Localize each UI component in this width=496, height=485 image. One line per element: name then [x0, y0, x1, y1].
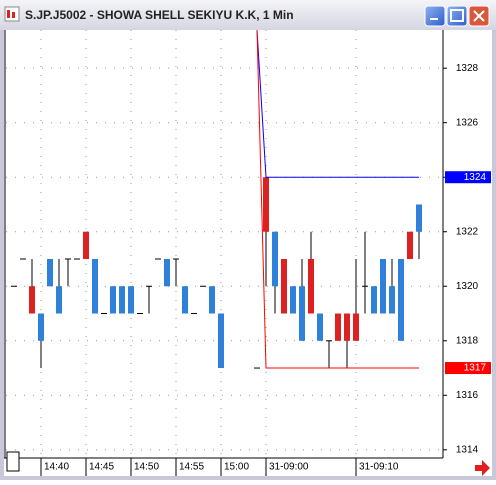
x-tick-label: 14:45: [89, 462, 114, 473]
maximize-button[interactable]: [446, 5, 468, 27]
y-tick-label: 1314: [456, 444, 479, 455]
x-tick-label: 31-09:10: [359, 462, 399, 473]
candle-body: [263, 177, 269, 232]
candle-body: [317, 313, 323, 341]
candle-body: [119, 286, 125, 314]
chart-title: S.JP.J5002 - SHOWA SHELL SEKIYU K.K, 1 M…: [25, 8, 294, 22]
level-label: 1324: [464, 172, 487, 183]
title-bar: [0, 0, 496, 30]
level-marker: [445, 171, 491, 184]
candle-body: [380, 258, 386, 314]
level-label: 1317: [464, 363, 487, 374]
candle-body: [110, 286, 116, 314]
y-tick-label: 1318: [456, 335, 479, 346]
level-line: [256, 29, 419, 369]
candle-body: [299, 286, 305, 341]
candle-body: [389, 286, 395, 314]
scroll-arrow[interactable]: [475, 460, 490, 476]
candle-body: [308, 258, 314, 314]
candle-body: [92, 258, 98, 314]
candle-body: [290, 286, 296, 314]
window-icon: [4, 6, 20, 22]
candle-body: [209, 286, 215, 314]
y-tick-label: 1316: [456, 390, 479, 401]
level-line: [256, 29, 419, 178]
candle-body: [128, 286, 134, 314]
x-tick-label: 15:00: [224, 462, 249, 473]
candle-body: [416, 204, 422, 232]
candle-body: [182, 286, 188, 314]
x-tick-label: 31-09:00: [269, 462, 309, 473]
candle-body: [398, 258, 404, 341]
candle-body: [335, 313, 341, 341]
candle-body: [344, 313, 350, 341]
y-tick-label: 1320: [456, 281, 479, 292]
candle-body: [29, 286, 35, 314]
candle-body: [47, 258, 53, 287]
candle-body: [353, 313, 359, 341]
plot: 1314 1316 1318 1320 1322 1324 1326 1328 14:40 14:…: [6, 29, 491, 476]
close-button[interactable]: [468, 5, 490, 27]
candle-body: [56, 286, 62, 314]
candle-body: [371, 286, 377, 314]
minimize-button[interactable]: [424, 5, 446, 27]
candle-body: [407, 231, 413, 259]
x-tick-label: 14:55: [179, 462, 204, 473]
y-tick-label: 1326: [456, 117, 479, 128]
y-tick-label: 1322: [456, 226, 479, 237]
level-marker: [445, 362, 491, 375]
candle-body: [218, 313, 224, 369]
y-tick-label: 1328: [456, 63, 479, 74]
candle-body: [272, 231, 278, 287]
candle-body: [83, 231, 89, 259]
candle-body: [38, 313, 44, 341]
candle-body: [281, 258, 287, 314]
scroll-box[interactable]: [6, 451, 20, 472]
x-tick-label: 14:50: [134, 462, 159, 473]
x-tick-label: 14:40: [44, 462, 69, 473]
candle-body: [164, 258, 170, 287]
